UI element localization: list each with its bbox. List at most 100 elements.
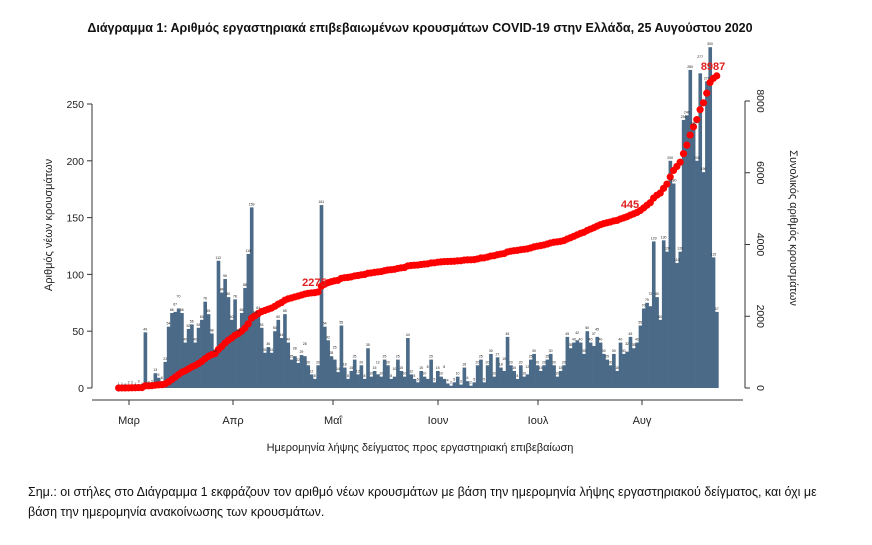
bar-value-label: 1 bbox=[141, 382, 143, 386]
bar-value-label: 236 bbox=[681, 115, 687, 119]
bar bbox=[568, 348, 573, 388]
bar bbox=[585, 331, 590, 388]
bar bbox=[203, 301, 208, 388]
bar-value-label: 54 bbox=[167, 322, 171, 326]
bar-value-label: 40 bbox=[183, 338, 187, 342]
cumulative-point bbox=[666, 173, 674, 181]
bar bbox=[555, 376, 560, 388]
bar-value-label: 15 bbox=[559, 366, 563, 370]
bar bbox=[691, 126, 696, 388]
bar-value-label: 25 bbox=[605, 355, 609, 359]
bar-value-label: 25 bbox=[333, 346, 337, 350]
bar bbox=[422, 376, 427, 388]
bar bbox=[465, 381, 470, 388]
bar bbox=[352, 359, 357, 388]
bar bbox=[263, 352, 267, 388]
bar-value-label: 23 bbox=[163, 357, 167, 361]
bar bbox=[336, 372, 340, 388]
bar bbox=[459, 384, 463, 388]
bar bbox=[323, 326, 327, 388]
bar bbox=[648, 306, 653, 388]
bar-value-label: 1 bbox=[134, 382, 136, 386]
bar-value-label: 10 bbox=[522, 372, 526, 376]
bar-value-label: 40 bbox=[572, 338, 576, 342]
bar-value-label: 10 bbox=[402, 372, 406, 376]
bar bbox=[163, 361, 168, 388]
y2-tick-label: 8000 bbox=[754, 89, 766, 113]
bar bbox=[289, 359, 294, 388]
bar-value-label: 66 bbox=[240, 308, 244, 312]
bar-value-label: 2 bbox=[470, 381, 472, 385]
bar-value-label: 3 bbox=[138, 380, 140, 384]
bar-value-label: 40 bbox=[579, 338, 583, 342]
bar bbox=[681, 119, 686, 389]
bar-value-label: 10 bbox=[369, 372, 373, 376]
bar bbox=[299, 355, 304, 388]
bar bbox=[638, 325, 643, 388]
bar bbox=[492, 376, 497, 388]
bar-value-label: 80 bbox=[655, 292, 659, 296]
bar-value-label: 72 bbox=[648, 292, 652, 296]
bar-value-label: 18 bbox=[343, 363, 347, 367]
y-tick-label: 0 bbox=[78, 383, 84, 395]
bar bbox=[572, 342, 576, 388]
bar-value-label: 32 bbox=[625, 342, 629, 346]
bar bbox=[416, 382, 420, 388]
bar-value-label: 50 bbox=[585, 326, 589, 330]
bar bbox=[548, 353, 553, 388]
bar-value-label: 120 bbox=[677, 247, 683, 251]
bar bbox=[502, 370, 507, 388]
bar-value-label: 8 bbox=[390, 374, 392, 378]
bar bbox=[239, 313, 244, 388]
bar bbox=[243, 288, 247, 388]
bar-value-label: 8 bbox=[413, 374, 415, 378]
bar-value-label: 20 bbox=[535, 360, 539, 364]
cumulative-point bbox=[696, 106, 704, 114]
bar-value-label: 30 bbox=[549, 349, 553, 353]
bar bbox=[482, 382, 487, 388]
bar-value-label: 56 bbox=[190, 319, 194, 323]
bar-value-label: 49 bbox=[143, 327, 147, 331]
bar-value-label: 20 bbox=[509, 360, 513, 364]
bar bbox=[183, 342, 188, 388]
bar-value-label: 20 bbox=[608, 360, 612, 364]
bar bbox=[651, 241, 656, 388]
bar bbox=[545, 359, 550, 388]
bar-value-label: 15 bbox=[399, 366, 403, 370]
bar bbox=[605, 359, 610, 388]
bar bbox=[409, 374, 414, 388]
bar bbox=[449, 385, 453, 388]
bar bbox=[233, 299, 237, 388]
bar bbox=[229, 319, 234, 388]
bar bbox=[309, 374, 314, 388]
bar bbox=[236, 333, 241, 388]
bar bbox=[190, 324, 194, 388]
bar-value-label: 65 bbox=[206, 309, 210, 313]
bar-value-label: 40 bbox=[635, 338, 639, 342]
bar-value-label: 70 bbox=[177, 294, 181, 298]
bar bbox=[641, 308, 646, 388]
bar bbox=[695, 160, 699, 388]
bar-value-label: 25 bbox=[479, 355, 483, 359]
bar bbox=[253, 315, 257, 388]
bar bbox=[266, 347, 271, 388]
bar-value-label: 15 bbox=[502, 357, 506, 361]
bar bbox=[485, 365, 490, 388]
bar-value-label: 180 bbox=[671, 179, 677, 183]
bar-value-label: 2 bbox=[131, 381, 133, 385]
bar-value-label: 31 bbox=[270, 348, 274, 352]
bar bbox=[538, 370, 543, 388]
bar-value-label: 3 bbox=[460, 380, 462, 384]
bar bbox=[170, 313, 174, 388]
bar bbox=[472, 382, 477, 388]
bar bbox=[499, 367, 503, 388]
bar-value-label: 20 bbox=[476, 360, 480, 364]
footnote: Σημ.: οι στήλες στο Διάγραμμα 1 εκφράζου… bbox=[28, 485, 817, 519]
bar-value-label: 129 bbox=[651, 236, 657, 240]
bar-value-label: 12 bbox=[525, 365, 529, 369]
bar bbox=[582, 353, 586, 388]
y2-tick-label: 4000 bbox=[754, 233, 766, 257]
bar-value-label: 44 bbox=[406, 333, 410, 337]
bar bbox=[200, 319, 204, 388]
